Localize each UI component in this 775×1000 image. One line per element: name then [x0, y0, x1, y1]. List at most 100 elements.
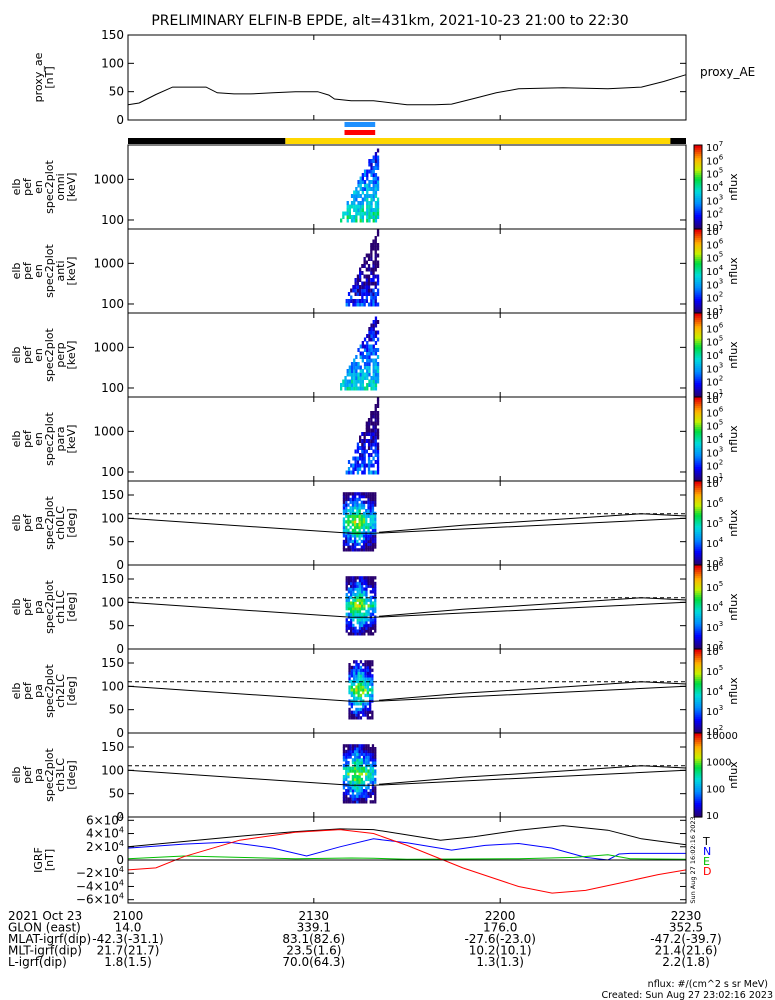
heatmap-cell [369, 763, 372, 768]
heatmap-cell [358, 509, 361, 513]
heatmap-cell [347, 800, 350, 804]
heatmap-cell [354, 506, 357, 510]
colorbar-step [694, 506, 702, 509]
heatmap-cell [355, 688, 358, 692]
colorbar-step [694, 384, 702, 388]
heatmap-cell [371, 607, 375, 611]
colorbar-step [694, 661, 702, 665]
heatmap-cell [362, 769, 366, 773]
heatmap-cell [370, 292, 373, 296]
heatmap-cell [348, 668, 351, 672]
heatmap-cell [359, 467, 362, 471]
ylabel-line-3: spec2plot [43, 412, 56, 466]
heatmap-cell [359, 351, 362, 356]
heatmap-cell [350, 215, 354, 219]
heatmap-cell [345, 612, 348, 616]
colorbar-tick-label: 101 [706, 472, 723, 486]
heatmap-cell [372, 264, 375, 268]
heatmap-cell [354, 769, 357, 773]
heatmap-cell [369, 702, 372, 706]
heatmap-cell [352, 632, 355, 636]
heatmap-cell [374, 253, 377, 258]
colorbar-step [694, 346, 702, 350]
heatmap-cell [359, 660, 363, 664]
heatmap-cell [371, 685, 374, 689]
heatmap-cell [361, 453, 364, 457]
heatmap-cell [371, 713, 374, 717]
heatmap-cell [358, 618, 362, 622]
ephem-value: 1.3(1.3) [476, 955, 524, 969]
heatmap-cell [355, 190, 358, 195]
colorbar-step [694, 315, 702, 318]
heatmap-cell [366, 197, 369, 202]
heatmap-cell [360, 744, 363, 748]
colorbar-step [694, 646, 702, 650]
heatmap-cell [342, 511, 346, 516]
heatmap-cell [376, 253, 380, 258]
heatmap-cell [358, 758, 361, 762]
heatmap-cell [347, 626, 351, 630]
heatmap-cell [365, 786, 368, 790]
heatmap-cell [371, 609, 375, 614]
y-tick-label: 100 [101, 465, 124, 479]
colorbar-step [694, 432, 702, 436]
heatmap-cell [353, 379, 356, 384]
ephem-value: -42.3(-31.1) [92, 932, 163, 946]
heatmap-cell [376, 404, 380, 408]
heatmap-cell [367, 607, 370, 611]
heatmap-cell [342, 777, 346, 782]
colorbar-step [694, 653, 702, 656]
heatmap-cell [374, 425, 377, 429]
heatmap-cell [364, 671, 367, 675]
heatmap-cell [362, 539, 366, 544]
heatmap-cell [365, 749, 368, 754]
colorbar-step [694, 663, 702, 667]
heatmap-cell [355, 386, 358, 391]
heatmap-cell [359, 292, 362, 296]
y-tick-label: 150 [101, 28, 124, 42]
heatmap-cell [372, 428, 375, 433]
heatmap-cell [366, 707, 369, 712]
colorbar-step [694, 237, 702, 241]
heatmap-cell [358, 747, 361, 751]
colorbar-step [694, 565, 702, 568]
colorbar-step [694, 476, 702, 480]
colorbar-step [694, 617, 702, 621]
heatmap-cell [372, 166, 375, 170]
heatmap-cell [369, 780, 372, 784]
heatmap-cell [369, 705, 372, 709]
colorbar-step [694, 777, 702, 780]
heatmap-cell [362, 671, 365, 675]
colorbar-step [694, 430, 702, 434]
heatmap-cell [353, 671, 356, 675]
colorbar-tick-label: 106 [706, 496, 724, 510]
heatmap-cell [372, 180, 375, 184]
y-tick-label: 100 [101, 56, 124, 70]
heatmap-cell [359, 288, 362, 293]
heatmap-cell [355, 197, 358, 202]
heatmap-cell [358, 503, 361, 507]
heatmap-cell [346, 211, 349, 216]
heatmap-cell [361, 446, 364, 450]
heatmap-cell [363, 169, 367, 174]
heatmap-cell [366, 668, 369, 672]
heatmap-cell [361, 386, 364, 391]
heatmap-cell [374, 166, 378, 170]
heatmap-cell [368, 180, 371, 184]
colorbar-step [694, 516, 702, 520]
heatmap-cell [361, 372, 364, 377]
heatmap-cell [374, 542, 377, 546]
heatmap-cell [342, 492, 346, 496]
colorbar-step [694, 390, 702, 394]
heatmap-cell [342, 528, 346, 532]
heatmap-cell [347, 752, 350, 756]
heatmap-cell [342, 775, 346, 779]
heatmap-cell [359, 302, 362, 307]
heatmap-cell [353, 674, 356, 678]
page-title: PRELIMINARY ELFIN-B EPDE, alt=431km, 202… [151, 13, 628, 29]
heatmap-cell [371, 772, 375, 776]
heatmap-cell [345, 497, 348, 502]
colorbar-step [694, 176, 702, 180]
